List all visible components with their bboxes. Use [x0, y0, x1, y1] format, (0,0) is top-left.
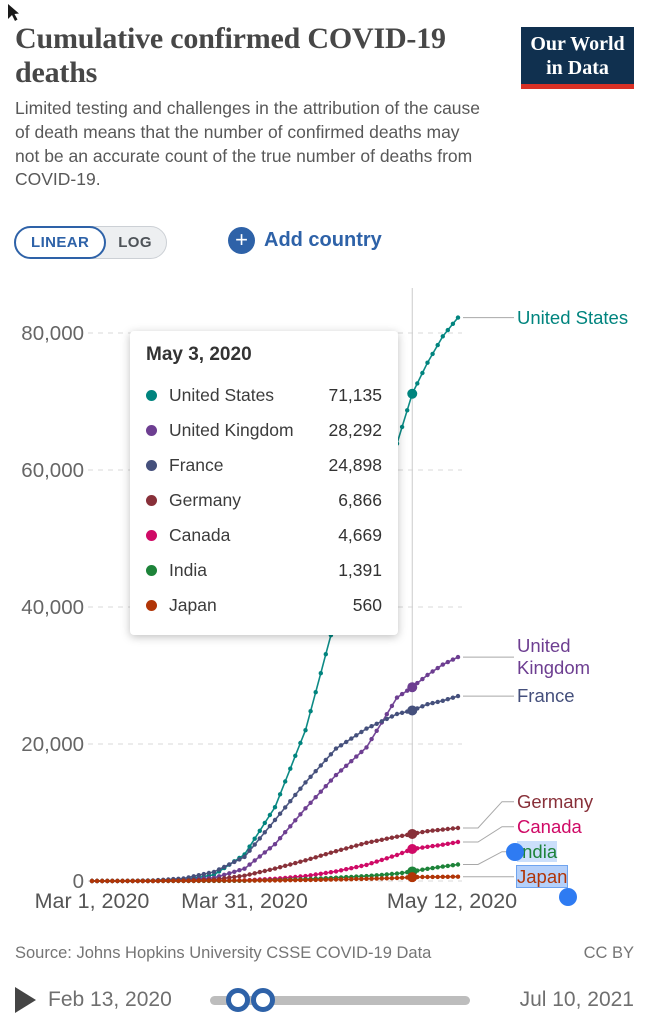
tooltip-series-name: Japan — [169, 595, 217, 615]
tooltip-row: France 24,898 — [146, 448, 382, 483]
tooltip-row: Japan 560 — [146, 588, 382, 623]
chart-tooltip: May 3, 2020 United States 71,135 United Ki… — [130, 331, 398, 635]
play-button[interactable] — [15, 987, 36, 1013]
add-country-label: Add country — [264, 229, 382, 251]
series-color-dot — [146, 460, 157, 471]
series-label-united-kingdom[interactable]: United Kingdom — [517, 635, 591, 678]
series-label-france[interactable]: France — [517, 685, 575, 706]
tooltip-series-value: 560 — [352, 595, 382, 615]
tooltip-series-value: 71,135 — [328, 385, 382, 405]
timeline-handle-end[interactable] — [251, 988, 275, 1012]
series-label-germany[interactable]: Germany — [517, 791, 594, 812]
tooltip-row: United States 71,135 — [146, 378, 382, 413]
tooltip-series-value: 6,866 — [338, 490, 382, 510]
tooltip-row: Germany 6,866 — [146, 483, 382, 518]
series-color-dot — [146, 425, 157, 436]
tooltip-series-name: Canada — [169, 525, 231, 545]
text-selection-handle-end[interactable] — [559, 888, 577, 906]
series-color-dot — [146, 565, 157, 576]
timeline-track[interactable] — [210, 988, 470, 1012]
tooltip-series-value: 1,391 — [338, 560, 382, 580]
series-label-united-states[interactable]: United States — [517, 307, 629, 328]
series-label-canada[interactable]: Canada — [517, 816, 582, 837]
tooltip-series-value: 28,292 — [328, 420, 382, 440]
tooltip-row: India 1,391 — [146, 553, 382, 588]
tooltip-series-value: 24,898 — [328, 455, 382, 475]
series-color-dot — [146, 495, 157, 506]
tooltip-series-name: United States — [169, 385, 275, 405]
chart-subtitle: Limited testing and challenges in the at… — [15, 98, 481, 190]
add-country-button[interactable]: + Add country — [228, 227, 382, 254]
owid-logo[interactable]: Our World in Data — [521, 27, 634, 89]
series-label-japan[interactable]: Japan — [515, 865, 569, 888]
source-note: Source: Johns Hopkins University CSSE CO… — [15, 944, 432, 962]
timeline-start-date: Feb 13, 2020 — [48, 988, 172, 1011]
tooltip-series-name: United Kingdom — [169, 420, 294, 440]
tooltip-series-name: Germany — [169, 490, 241, 510]
plus-icon: + — [228, 227, 255, 254]
series-color-dot — [146, 390, 157, 401]
series-color-dot — [146, 530, 157, 541]
timeline-end-date: Jul 10, 2021 — [519, 988, 634, 1011]
tooltip-row: United Kingdom 28,292 — [146, 413, 382, 448]
tooltip-rows: United States 71,135 United Kingdom 28,292 F… — [146, 378, 382, 623]
series-label-india[interactable]: India — [517, 841, 558, 862]
log-button[interactable]: LOG — [89, 226, 167, 259]
owid-logo-text-line2: in Data — [546, 57, 609, 79]
series-color-dot — [146, 600, 157, 611]
owid-logo-text-line1: Our World — [530, 33, 625, 55]
scale-toggle: LINEAR LOG — [14, 226, 167, 259]
chart-title: Cumulative confirmed COVID-19 deaths — [15, 22, 446, 90]
tooltip-series-name: India — [169, 560, 207, 580]
tooltip-series-value: 4,669 — [338, 525, 382, 545]
tooltip-row: Canada 4,669 — [146, 518, 382, 553]
tooltip-date: May 3, 2020 — [146, 344, 252, 365]
linear-button[interactable]: LINEAR — [14, 226, 107, 259]
timeline-handle-start[interactable] — [226, 988, 250, 1012]
license-note[interactable]: CC BY — [583, 944, 634, 962]
tooltip-series-name: France — [169, 455, 224, 475]
text-selection-handle-start[interactable] — [506, 843, 524, 861]
